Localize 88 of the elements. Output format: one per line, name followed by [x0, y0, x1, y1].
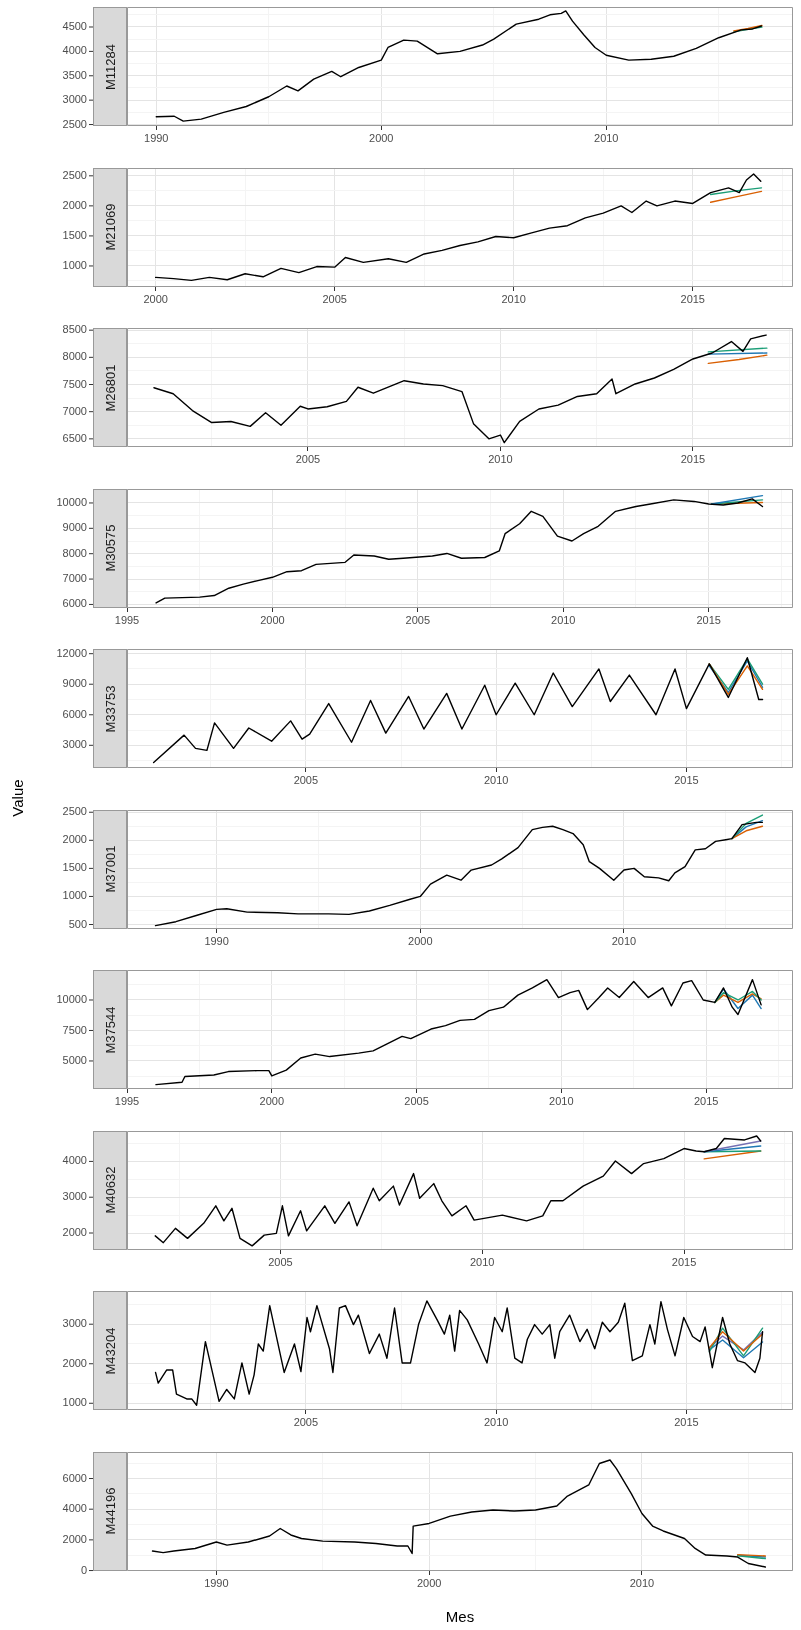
facet-strip: M26801 [93, 328, 127, 447]
x-tick-label: 1990 [204, 934, 229, 947]
facet-strip: M40632 [93, 1130, 127, 1250]
y-tick-label: 10000 [56, 993, 87, 1006]
y-tick-label: 4000 [62, 1501, 87, 1514]
x-tick-label: 2000 [143, 292, 168, 305]
y-tick-label: 7000 [62, 571, 87, 584]
y-tick-label: 1000 [62, 1396, 87, 1409]
y-tick-label: 12000 [56, 646, 87, 659]
y-tick-label: 4000 [62, 1153, 87, 1166]
x-tick-label: 2005 [322, 292, 347, 305]
x-tick-label: 2010 [483, 1415, 509, 1428]
y-tick-label: 9000 [62, 520, 87, 533]
facet-strip: M21069 [93, 167, 127, 287]
y-tick-label: 1000 [62, 258, 87, 271]
y-tick-label: 6000 [62, 1471, 87, 1484]
y-tick-label: 2000 [62, 1532, 87, 1545]
x-tick-label: 2015 [693, 1094, 719, 1107]
y-tick-label: 7000 [62, 404, 87, 417]
y-tick-label: 8000 [62, 546, 87, 559]
x-tick-label: 2000 [416, 1576, 442, 1589]
y-tick-label: 3000 [62, 738, 87, 751]
y-tick-label: 3000 [62, 1189, 87, 1202]
y-tick-label: 6500 [62, 431, 87, 444]
x-tick-label: 2010 [549, 1094, 574, 1107]
x-tick-label: 2005 [405, 613, 431, 626]
x-tick-label: 2010 [501, 292, 526, 305]
y-tick-label: 2000 [62, 1225, 87, 1238]
facet-strip: M43204 [93, 1291, 127, 1410]
x-tick-label: 2010 [594, 131, 619, 144]
facet-strip: M11284 [93, 7, 127, 126]
x-tick-label: 2005 [295, 452, 321, 465]
x-tick-label: 2000 [260, 613, 285, 626]
x-axis-title: Mes [445, 1607, 475, 1625]
y-tick-label: 2500 [62, 117, 87, 130]
x-tick-label: 2015 [674, 773, 699, 786]
y-tick-label: 2500 [62, 168, 87, 181]
y-tick-label: 6000 [62, 596, 87, 609]
x-tick-label: 2010 [629, 1576, 655, 1589]
facet-strip: M37001 [93, 809, 127, 929]
y-tick-label: 2000 [62, 1356, 87, 1369]
y-tick-label: 8000 [62, 350, 87, 363]
y-tick-label: 1500 [62, 860, 87, 873]
x-tick-label: 2015 [674, 1415, 699, 1428]
y-tick-label: 9000 [62, 677, 87, 690]
x-tick-label: 2000 [408, 934, 433, 947]
y-tick-label: 8500 [62, 323, 87, 336]
x-tick-label: 2010 [611, 934, 637, 947]
x-tick-label: 2010 [488, 452, 513, 465]
y-tick-label: 2000 [62, 832, 87, 845]
x-tick-label: 2005 [293, 773, 319, 786]
y-tick-label: 3500 [62, 68, 87, 81]
x-tick-label: 2000 [369, 131, 394, 144]
y-tick-label: 2500 [62, 804, 87, 817]
x-tick-label: 2015 [696, 613, 721, 626]
y-tick-label: 4500 [62, 20, 87, 33]
x-tick-label: 2015 [671, 1255, 697, 1268]
y-tick-label: 7500 [62, 377, 87, 390]
x-tick-label: 2015 [680, 452, 706, 465]
x-tick-label: 1995 [114, 1094, 140, 1107]
x-tick-label: 2000 [259, 1094, 285, 1107]
y-tick-label: 2000 [62, 198, 87, 211]
x-tick-label: 2010 [551, 613, 576, 626]
y-tick-label: 500 [68, 917, 87, 930]
facet-strip: M30575 [93, 488, 127, 608]
y-tick-label: 7500 [62, 1023, 87, 1036]
facet-strip: M44196 [93, 1451, 127, 1571]
x-tick-label: 1990 [204, 1576, 229, 1589]
x-tick-label: 2005 [404, 1094, 429, 1107]
y-tick-label: 10000 [56, 495, 87, 508]
y-tick-label: 6000 [62, 707, 87, 720]
y-tick-label: 0 [80, 1563, 87, 1576]
x-tick-label: 2010 [483, 773, 509, 786]
facet-strip: M33753 [93, 649, 127, 768]
x-tick-label: 1995 [114, 613, 140, 626]
y-tick-label: 4000 [62, 44, 87, 57]
x-tick-label: 2005 [268, 1255, 293, 1268]
y-axis-title: Value [8, 778, 26, 817]
x-tick-label: 2015 [680, 292, 705, 305]
x-tick-label: 2010 [469, 1255, 495, 1268]
y-tick-label: 3000 [62, 93, 87, 106]
facet-strip: M37544 [93, 970, 127, 1089]
y-tick-label: 1500 [62, 228, 87, 241]
y-tick-label: 5000 [62, 1053, 87, 1066]
y-tick-label: 3000 [62, 1317, 87, 1330]
x-tick-label: 1990 [144, 131, 169, 144]
x-tick-label: 2005 [293, 1415, 319, 1428]
y-tick-label: 1000 [62, 888, 87, 901]
